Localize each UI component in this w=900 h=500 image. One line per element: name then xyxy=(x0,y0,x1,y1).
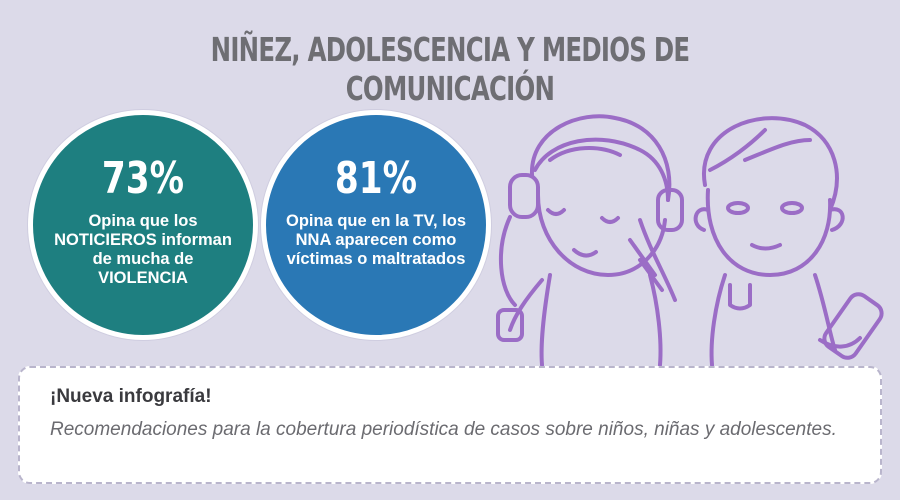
notice-heading: ¡Nueva infografía! xyxy=(50,386,212,407)
children-illustration xyxy=(496,114,884,367)
stat-percent: 81% xyxy=(334,153,418,204)
stat-description: Opina que los NOTICIEROS informan de muc… xyxy=(54,212,232,287)
girl-with-headphones-icon xyxy=(496,114,684,367)
new-infographic-notice[interactable]: ¡Nueva infografía! Recomendaciones para … xyxy=(18,366,882,484)
stat-description: Opina que en la TV, los NNA aparecen com… xyxy=(285,212,467,268)
stat-percent: 73% xyxy=(101,153,185,204)
notice-body: Recomendaciones para la cobertura period… xyxy=(50,419,837,440)
page-title: NIÑEZ, ADOLESCENCIA Y MEDIOS DE COMUNICA… xyxy=(210,30,690,108)
boy-with-remote-icon xyxy=(693,116,884,367)
stat-circle-tv: 81% Opina que en la TV, los NNA aparecen… xyxy=(261,110,491,340)
stat-circle-noticieros: 73% Opina que los NOTICIEROS informan de… xyxy=(28,110,258,340)
